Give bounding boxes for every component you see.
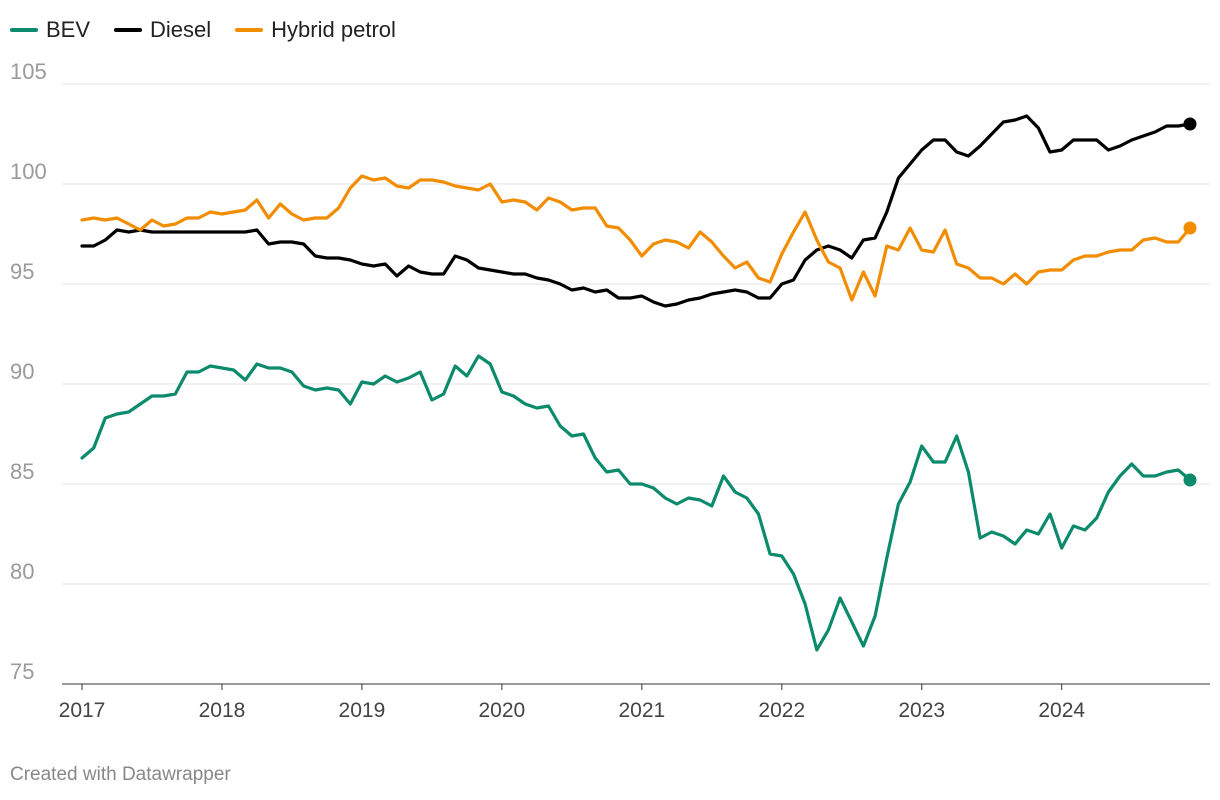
y-tick-label-95: 95	[10, 259, 34, 284]
datawrapper-credit: Created with Datawrapper	[10, 764, 231, 785]
x-tick-label-2019: 2019	[339, 699, 386, 722]
legend-label-diesel: Diesel	[150, 17, 212, 42]
legend-swatch-bev	[10, 28, 38, 32]
legend-item-diesel: Diesel	[114, 17, 211, 43]
legend-item-hybrid-petrol: Hybrid petrol	[235, 17, 396, 43]
x-tick-label-2024: 2024	[1038, 699, 1085, 722]
y-tick-label-90: 90	[10, 359, 34, 384]
legend-swatch-diesel	[114, 28, 143, 32]
legend-item-bev: BEV	[10, 17, 90, 43]
series-line-hybrid-petrol	[80, 174, 1192, 302]
legend: BEV Diesel Hybrid petrol	[10, 16, 420, 44]
series-end-marker-diesel	[1183, 117, 1197, 131]
series-line-bev	[80, 354, 1192, 652]
x-tick-label-2023: 2023	[898, 699, 945, 722]
line-chart: 75 80 85 90 95 100 105 2017 2018 2019 2020 2021 2022…	[10, 59, 1210, 722]
legend-label-bev: BEV	[46, 17, 91, 42]
y-tick-label-75: 75	[10, 659, 34, 684]
y-tick-label-100: 100	[10, 159, 47, 184]
x-tick-label-2021: 2021	[618, 699, 665, 722]
x-tick-label-2022: 2022	[758, 699, 805, 722]
x-tick-label-2017: 2017	[59, 699, 106, 722]
series-end-marker-hybrid-petrol	[1183, 221, 1197, 235]
x-tick-label-2018: 2018	[199, 699, 246, 722]
x-tick-label-2020: 2020	[479, 699, 526, 722]
y-tick-label-85: 85	[10, 459, 34, 484]
y-tick-label-80: 80	[10, 559, 34, 584]
legend-label-hybrid-petrol: Hybrid petrol	[271, 17, 396, 42]
legend-swatch-hybrid-petrol	[235, 28, 264, 32]
series-line-diesel	[80, 114, 1192, 308]
y-tick-label-105: 105	[10, 59, 47, 84]
series-end-marker-bev	[1183, 473, 1197, 487]
